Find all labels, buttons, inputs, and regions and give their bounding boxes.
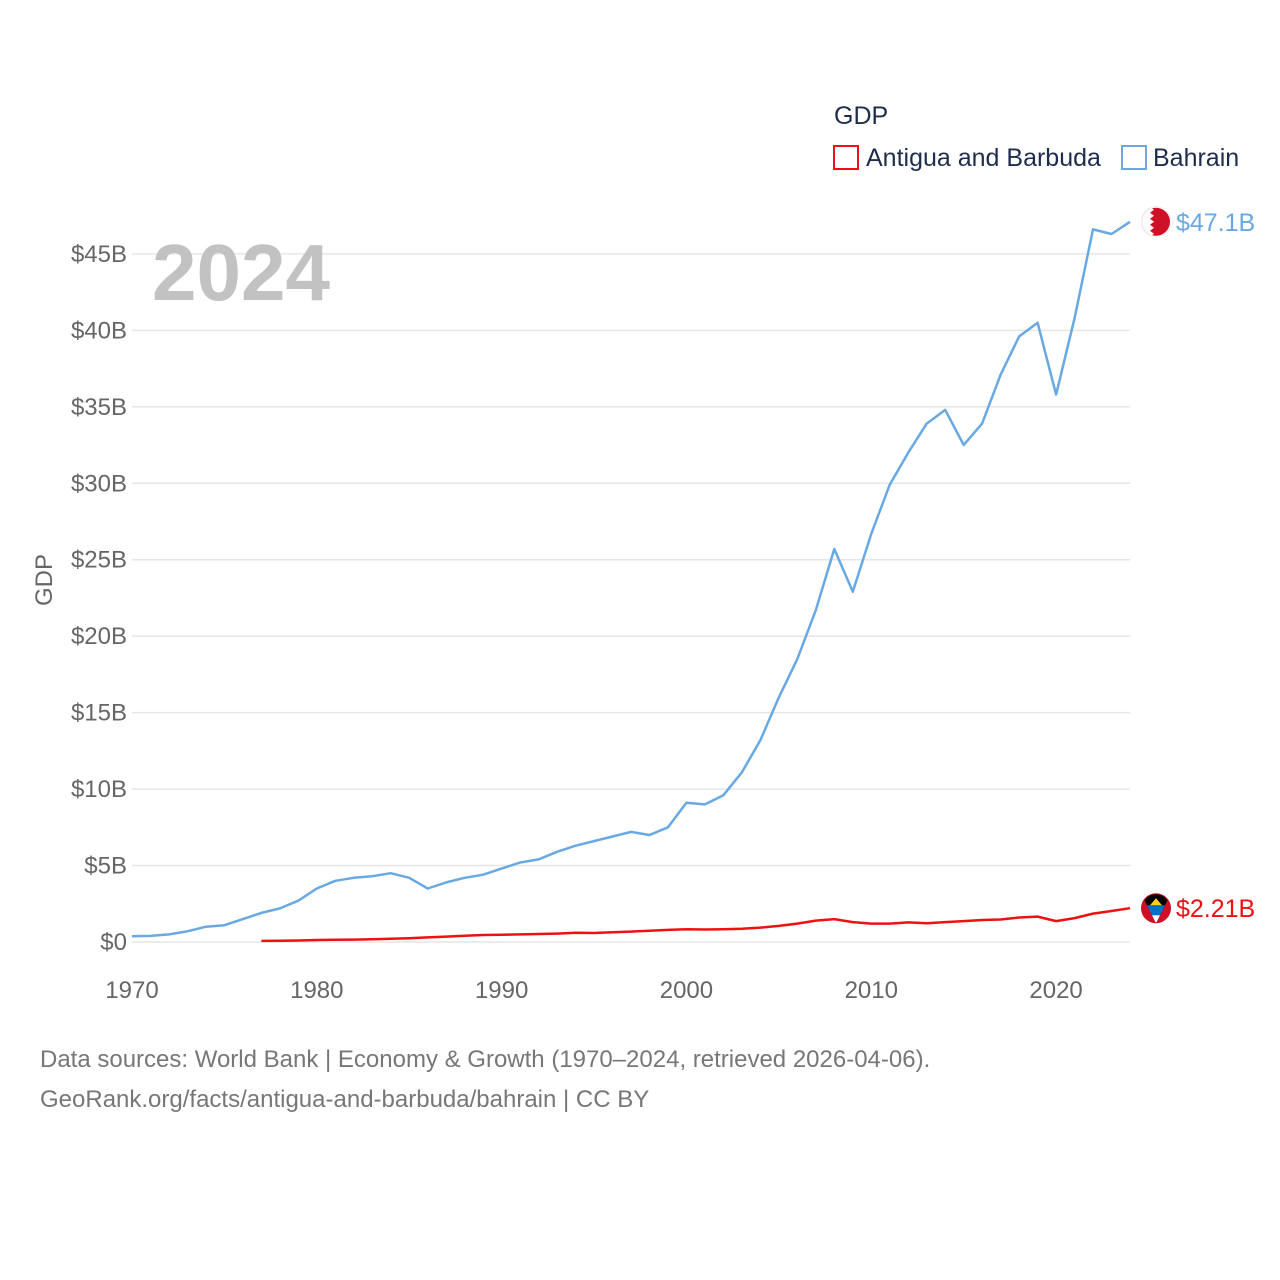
bahrain-end-value: $47.1B <box>1176 209 1255 237</box>
source-line-1: Data sources: World Bank | Economy & Gro… <box>40 1046 931 1073</box>
source-line-2[interactable]: GeoRank.org/facts/antigua-and-barbuda/ba… <box>40 1086 650 1113</box>
series-line-antigua-and-barbuda <box>261 906 1131 943</box>
y-tick-label: $10B <box>71 776 127 803</box>
x-tick-label: 1980 <box>290 977 343 1004</box>
legend: GDP Antigua and Barbuda Bahrain <box>833 102 1239 172</box>
y-tick-label: $20B <box>71 623 127 650</box>
year-display: 2024 <box>152 228 330 317</box>
y-tick-label: $40B <box>71 317 127 344</box>
antigua-end-marker: $2.21B <box>1141 893 1255 924</box>
x-tick-label: 1970 <box>105 977 158 1004</box>
x-axis-ticks: 1970 1980 1990 2000 2010 2020 <box>105 977 1082 1004</box>
gridlines <box>132 253 1130 943</box>
legend-label-antigua: Antigua and Barbuda <box>866 144 1101 172</box>
bahrain-flag-icon <box>1140 206 1172 238</box>
y-tick-label: $35B <box>71 394 127 421</box>
y-axis-ticks: $0 $5B $10B $15B $20B $25B $30B $35B $40B $45B <box>71 241 127 956</box>
y-tick-label: $15B <box>71 700 127 727</box>
y-tick-label: $5B <box>84 853 127 880</box>
x-tick-label: 2020 <box>1029 977 1082 1004</box>
y-tick-label: $30B <box>71 470 127 497</box>
bahrain-end-marker: $47.1B <box>1140 206 1255 238</box>
x-tick-label: 2000 <box>660 977 713 1004</box>
gdp-line-chart: $0 $5B $10B $15B $20B $25B $30B $35B $40B $45B 19… <box>31 102 1255 1004</box>
y-tick-label: $25B <box>71 547 127 574</box>
antigua-end-value: $2.21B <box>1176 895 1255 923</box>
data-source-note: Data sources: World Bank | Economy & Gro… <box>40 1040 930 1120</box>
legend-item-bahrain[interactable]: Bahrain <box>1121 144 1239 172</box>
y-tick-label: $0 <box>100 929 127 956</box>
x-tick-label: 2010 <box>845 977 898 1004</box>
x-tick-label: 1990 <box>475 977 528 1004</box>
legend-item-antigua[interactable]: Antigua and Barbuda <box>833 144 1101 172</box>
legend-swatch-antigua <box>833 145 859 170</box>
legend-swatch-bahrain <box>1121 145 1147 170</box>
antigua-flag-icon <box>1141 893 1171 924</box>
series-line-bahrain <box>131 220 1131 938</box>
y-axis-label: GDP <box>31 554 58 606</box>
legend-title: GDP <box>834 102 888 130</box>
legend-label-bahrain: Bahrain <box>1153 144 1239 172</box>
series-layer <box>131 220 1131 943</box>
y-tick-label: $45B <box>71 241 127 268</box>
